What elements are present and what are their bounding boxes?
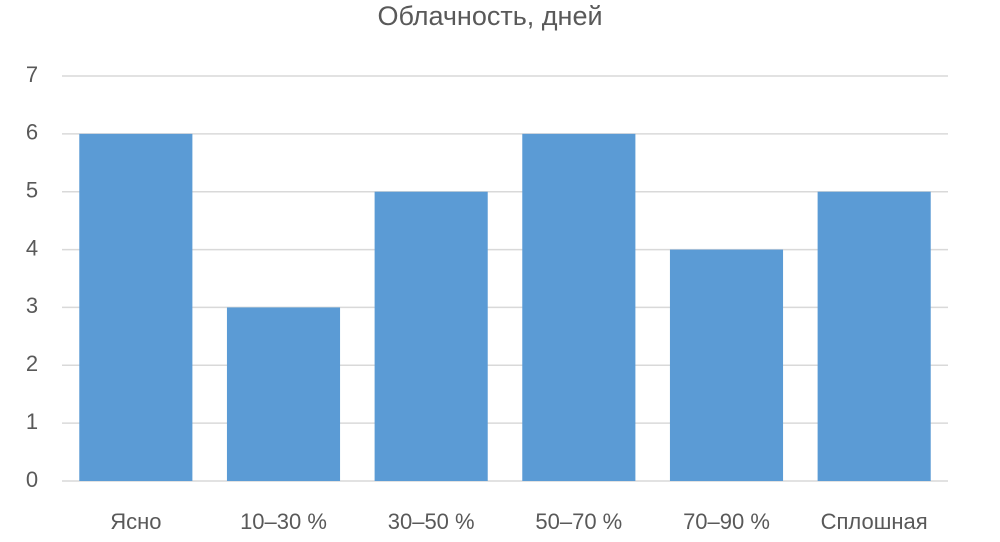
x-tick-label: 50–70 % <box>535 509 622 534</box>
bar <box>79 133 193 481</box>
x-tick-label: Ясно <box>110 509 161 534</box>
y-tick-label: 6 <box>26 120 38 145</box>
x-tick-label: 10–30 % <box>240 509 327 534</box>
bar <box>522 133 636 481</box>
y-tick-label: 2 <box>26 351 38 376</box>
chart-title: Облачность, дней <box>377 1 602 31</box>
x-tick-label: 30–50 % <box>388 509 475 534</box>
y-tick-label: 4 <box>26 235 38 260</box>
y-tick-label: 3 <box>26 293 38 318</box>
y-tick-label: 5 <box>26 178 38 203</box>
bar <box>817 191 931 481</box>
bar <box>226 307 341 481</box>
y-tick-label: 7 <box>26 62 38 87</box>
x-tick-label: Сплошная <box>821 509 928 534</box>
bar <box>669 249 784 481</box>
bar <box>374 191 488 481</box>
y-tick-label: 1 <box>26 409 38 434</box>
y-tick-label: 0 <box>26 467 38 492</box>
x-tick-label: 70–90 % <box>683 509 770 534</box>
